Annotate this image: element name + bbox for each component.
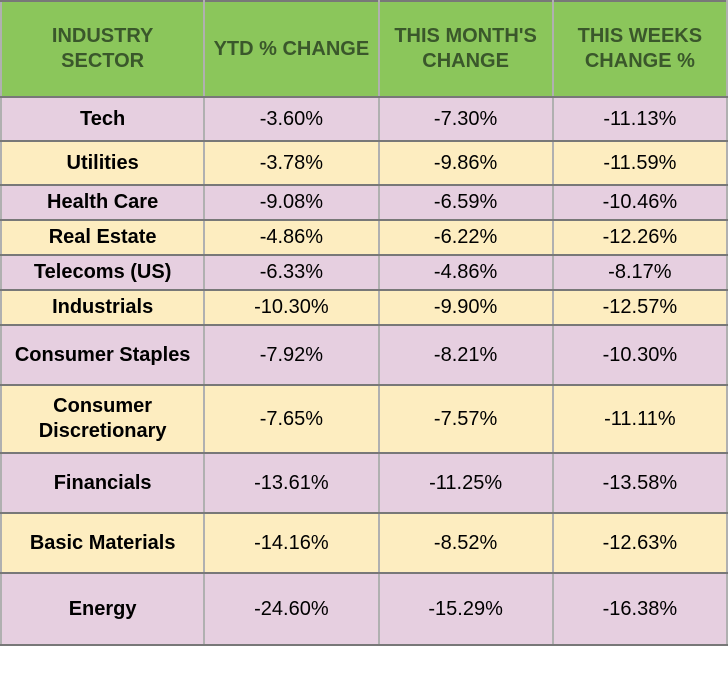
month-cell: -4.86% — [379, 255, 553, 290]
ytd-cell: -14.16% — [204, 513, 378, 573]
sector-cell: Industrials — [1, 290, 204, 325]
column-header: YTD % CHANGE — [204, 1, 378, 97]
ytd-cell: -7.65% — [204, 385, 378, 453]
month-cell: -7.57% — [379, 385, 553, 453]
ytd-cell: -13.61% — [204, 453, 378, 513]
table-row: Real Estate-4.86%-6.22%-12.26% — [1, 220, 727, 255]
table-row: Industrials-10.30%-9.90%-12.57% — [1, 290, 727, 325]
ytd-cell: -3.78% — [204, 141, 378, 185]
week-cell: -11.13% — [553, 97, 727, 141]
month-cell: -6.59% — [379, 185, 553, 220]
sector-cell: Health Care — [1, 185, 204, 220]
table-row: Financials-13.61%-11.25%-13.58% — [1, 453, 727, 513]
month-cell: -7.30% — [379, 97, 553, 141]
table-row: Basic Materials-14.16%-8.52%-12.63% — [1, 513, 727, 573]
table-row: Utilities-3.78%-9.86%-11.59% — [1, 141, 727, 185]
week-cell: -12.57% — [553, 290, 727, 325]
sector-cell: Real Estate — [1, 220, 204, 255]
table-row: Tech-3.60%-7.30%-11.13% — [1, 97, 727, 141]
week-cell: -16.38% — [553, 573, 727, 645]
week-cell: -10.46% — [553, 185, 727, 220]
week-cell: -12.63% — [553, 513, 727, 573]
month-cell: -11.25% — [379, 453, 553, 513]
column-header: THIS WEEKS CHANGE % — [553, 1, 727, 97]
ytd-cell: -9.08% — [204, 185, 378, 220]
sector-performance-table: INDUSTRY SECTORYTD % CHANGETHIS MONTH'S … — [0, 0, 728, 646]
table-row: Consumer Discretionary-7.65%-7.57%-11.11… — [1, 385, 727, 453]
month-cell: -8.21% — [379, 325, 553, 385]
week-cell: -8.17% — [553, 255, 727, 290]
ytd-cell: -7.92% — [204, 325, 378, 385]
table-header-row: INDUSTRY SECTORYTD % CHANGETHIS MONTH'S … — [1, 1, 727, 97]
ytd-cell: -4.86% — [204, 220, 378, 255]
week-cell: -12.26% — [553, 220, 727, 255]
sector-cell: Tech — [1, 97, 204, 141]
sector-cell: Consumer Discretionary — [1, 385, 204, 453]
ytd-cell: -6.33% — [204, 255, 378, 290]
column-header: INDUSTRY SECTOR — [1, 1, 204, 97]
ytd-cell: -3.60% — [204, 97, 378, 141]
table-body: Tech-3.60%-7.30%-11.13%Utilities-3.78%-9… — [1, 97, 727, 645]
sector-cell: Utilities — [1, 141, 204, 185]
month-cell: -8.52% — [379, 513, 553, 573]
column-header: THIS MONTH'S CHANGE — [379, 1, 553, 97]
ytd-cell: -10.30% — [204, 290, 378, 325]
sector-cell: Financials — [1, 453, 204, 513]
sector-cell: Energy — [1, 573, 204, 645]
week-cell: -10.30% — [553, 325, 727, 385]
month-cell: -9.90% — [379, 290, 553, 325]
sector-cell: Telecoms (US) — [1, 255, 204, 290]
month-cell: -9.86% — [379, 141, 553, 185]
month-cell: -15.29% — [379, 573, 553, 645]
sector-cell: Basic Materials — [1, 513, 204, 573]
table-row: Consumer Staples-7.92%-8.21%-10.30% — [1, 325, 727, 385]
sector-cell: Consumer Staples — [1, 325, 204, 385]
table-row: Energy-24.60%-15.29%-16.38% — [1, 573, 727, 645]
week-cell: -11.59% — [553, 141, 727, 185]
table-row: Health Care-9.08%-6.59%-10.46% — [1, 185, 727, 220]
table-row: Telecoms (US)-6.33%-4.86%-8.17% — [1, 255, 727, 290]
week-cell: -11.11% — [553, 385, 727, 453]
month-cell: -6.22% — [379, 220, 553, 255]
week-cell: -13.58% — [553, 453, 727, 513]
ytd-cell: -24.60% — [204, 573, 378, 645]
